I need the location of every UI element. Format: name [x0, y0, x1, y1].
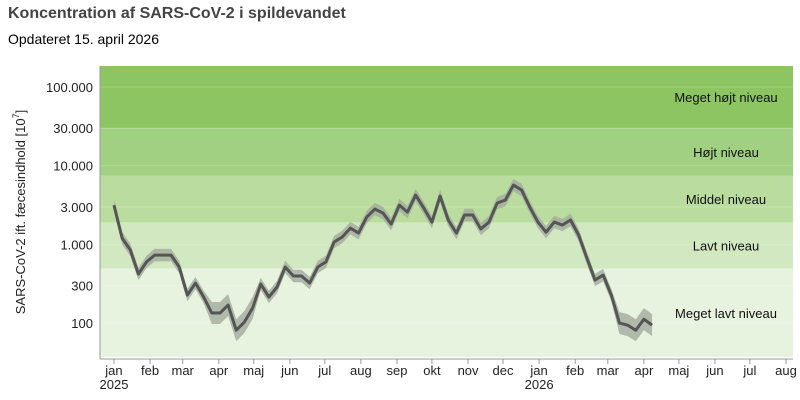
- x-year-label: 2025: [100, 377, 129, 392]
- x-tick-label: aug: [350, 363, 372, 378]
- y-tick-label: 100.000: [46, 80, 93, 95]
- x-tick-label: nov: [458, 363, 479, 378]
- level-label: Meget højt niveau: [674, 90, 777, 105]
- level-labels: Meget højt niveau Højt niveau Middel nivea…: [674, 90, 777, 321]
- level-band: [100, 128, 793, 176]
- level-label: Meget lavt niveau: [675, 306, 777, 321]
- x-tick-label: mar: [597, 363, 620, 378]
- x-tick-label: apr: [209, 363, 228, 378]
- x-tick-label: sep: [387, 363, 408, 378]
- confidence-band-layer: [113, 178, 653, 342]
- x-tick-label: jul: [317, 363, 331, 378]
- confidence-band: [113, 178, 653, 342]
- axes: 100.00030.00010.0003.0001.000300100jan20…: [46, 66, 797, 392]
- level-band: [100, 222, 793, 269]
- level-label: Middel niveau: [686, 192, 766, 207]
- x-tick-label: jun: [280, 363, 298, 378]
- x-tick-label: maj: [668, 363, 689, 378]
- x-tick-label: feb: [566, 363, 584, 378]
- y-tick-label: 10.000: [53, 159, 93, 174]
- series-line-layer: [112, 183, 653, 332]
- x-tick-label: aug: [775, 363, 797, 378]
- chart-subtitle: Opdateret 15. april 2026: [8, 31, 159, 47]
- y-tick-label: 100: [71, 316, 93, 331]
- chart-title: Koncentration af SARS-CoV-2 i spildevand…: [8, 5, 346, 22]
- x-year-label: 2026: [525, 377, 554, 392]
- level-label: Lavt niveau: [693, 239, 760, 254]
- x-tick-label: jan: [529, 363, 547, 378]
- x-tick-label: jun: [705, 363, 723, 378]
- y-tick-label: 1.000: [60, 237, 93, 252]
- x-tick-label: dec: [493, 363, 514, 378]
- y-axis-label-text: SARS-CoV-2 ift. fæcesindhold [10: [13, 118, 28, 314]
- y-axis-label-exponent: 7: [11, 113, 21, 118]
- x-tick-label: jan: [104, 363, 122, 378]
- y-axis-label: SARS-CoV-2 ift. fæcesindhold [107]: [11, 110, 28, 314]
- x-tick-label: okt: [423, 363, 441, 378]
- x-tick-label: feb: [141, 363, 159, 378]
- level-band: [100, 66, 793, 129]
- x-tick-label: apr: [635, 363, 654, 378]
- y-tick-label: 30.000: [53, 121, 93, 136]
- y-tick-label: 300: [71, 278, 93, 293]
- level-label: Højt niveau: [693, 145, 759, 160]
- y-tick-label: 3.000: [60, 200, 93, 215]
- x-tick-label: jul: [742, 363, 756, 378]
- x-tick-label: maj: [243, 363, 264, 378]
- x-tick-label: mar: [171, 363, 194, 378]
- y-axis-label-close: ]: [13, 110, 28, 114]
